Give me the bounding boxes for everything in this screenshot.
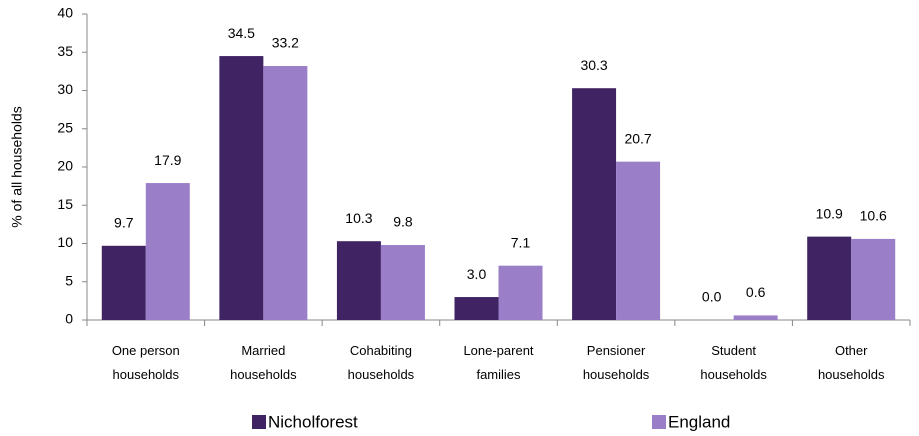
y-tick-label: 35 <box>57 43 73 59</box>
x-tick-label-line: households <box>113 367 180 382</box>
bar <box>219 56 264 320</box>
x-tick-label-line: Lone-parent <box>463 343 533 358</box>
data-label: 33.2 <box>272 35 299 51</box>
y-tick-label: 30 <box>57 81 73 97</box>
y-tick-label: 0 <box>65 311 73 327</box>
data-label: 17.9 <box>154 152 181 168</box>
bar <box>101 245 146 320</box>
bar <box>733 315 778 320</box>
x-tick-label: Pensioner households <box>583 343 650 382</box>
data-label: 9.7 <box>114 214 134 230</box>
x-tick-label: Student households <box>700 343 767 382</box>
bar <box>851 238 896 320</box>
x-tick-label-line: households <box>818 367 885 382</box>
y-tick-label: 10 <box>57 234 73 250</box>
bar <box>616 161 661 320</box>
x-tick-label: One person households <box>112 343 180 382</box>
x-tick-label-line: Cohabiting <box>350 343 412 358</box>
legend-swatch <box>652 415 666 429</box>
y-tick-label: 25 <box>57 119 73 135</box>
bar <box>572 88 617 320</box>
data-label: 9.8 <box>393 214 413 230</box>
legend-swatch <box>252 415 266 429</box>
legend-label: England <box>668 412 730 431</box>
data-label: 3.0 <box>467 266 487 282</box>
data-label: 0.6 <box>746 284 766 300</box>
x-tick-label-line: Other <box>835 343 868 358</box>
x-tick-label-line: Student <box>711 343 756 358</box>
x-tick-label-line: One person <box>112 343 180 358</box>
x-tick-label: Other households <box>818 343 885 382</box>
bar <box>454 297 499 320</box>
bar <box>336 241 381 320</box>
x-tick-label: Lone-parent families <box>463 343 533 382</box>
bar <box>145 183 190 320</box>
y-tick-label: 5 <box>65 272 73 288</box>
y-tick-label: 40 <box>57 5 73 21</box>
x-tick-label-line: Married <box>241 343 285 358</box>
data-label: 10.3 <box>345 210 372 226</box>
y-axis-title: % of all households <box>9 106 25 227</box>
legend-label: Nicholforest <box>268 412 358 431</box>
x-tick-label-line: households <box>700 367 767 382</box>
x-tick-label-line: households <box>348 367 415 382</box>
bar <box>498 265 543 320</box>
data-label: 34.5 <box>228 25 255 41</box>
data-label: 20.7 <box>624 130 651 146</box>
y-tick-label: 15 <box>57 196 73 212</box>
data-label: 10.9 <box>816 205 843 221</box>
bar <box>380 245 425 320</box>
bar <box>263 66 308 321</box>
data-label: 10.6 <box>860 208 887 224</box>
bar <box>807 236 852 320</box>
y-tick-label: 20 <box>57 158 73 174</box>
x-tick-label-line: families <box>476 367 521 382</box>
x-tick-label-line: households <box>230 367 297 382</box>
x-tick-label-line: households <box>583 367 650 382</box>
x-tick-label: Married households <box>230 343 297 382</box>
x-tick-label-line: Pensioner <box>587 343 646 358</box>
x-tick-label: Cohabiting households <box>348 343 415 382</box>
data-label: 7.1 <box>511 234 531 250</box>
data-label: 30.3 <box>580 57 607 73</box>
data-label: 0.0 <box>702 289 722 305</box>
